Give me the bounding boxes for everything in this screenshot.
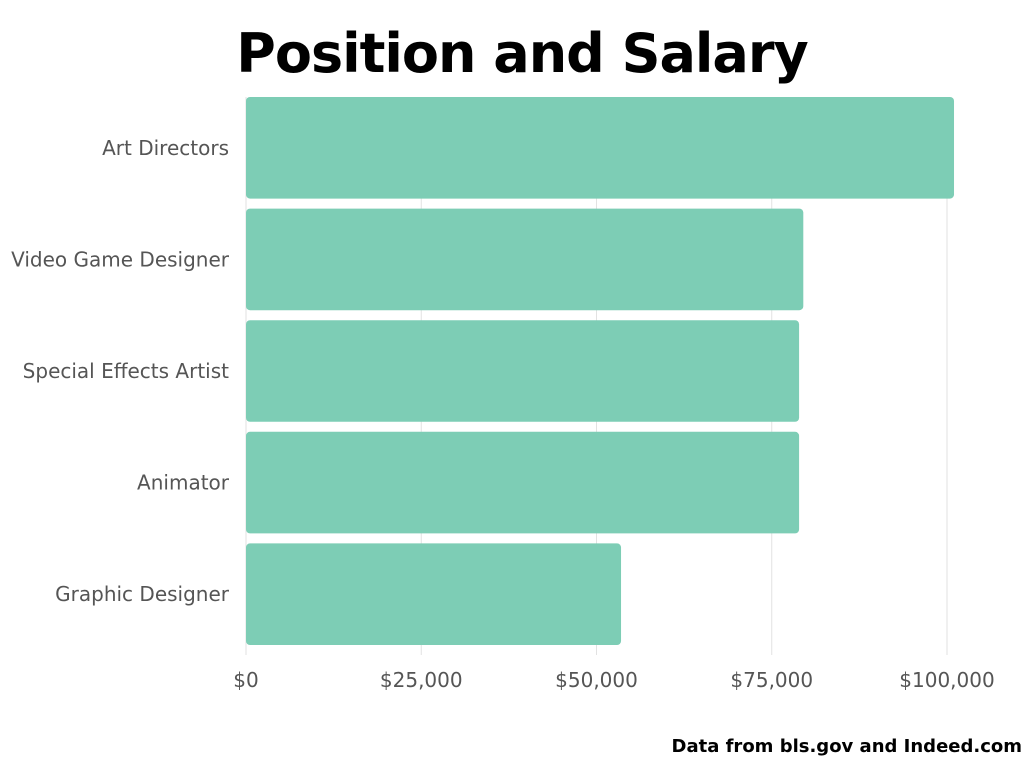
x-tick-label: $75,000 [730,668,813,692]
category-label: Animator [137,471,230,495]
source-note: Data from bls.gov and Indeed.com [671,736,1023,757]
category-label: Video Game Designer [11,247,230,271]
bar [246,208,804,311]
bar [246,97,955,199]
category-label: Art Directors [102,136,229,160]
x-axis-tick-labels: $0 $25,000 $50,000 $75,000 $100,000 [233,668,994,692]
category-labels: Art Directors Video Game Designer Special … [11,136,230,606]
category-label: Special Effects Artist [23,359,229,383]
category-label: Graphic Designer [55,582,230,606]
x-tick-label: $100,000 [899,668,994,692]
bar [246,431,800,534]
bar [246,543,622,645]
x-tick-label: $0 [233,668,258,692]
x-tick-label: $25,000 [380,668,463,692]
x-tick-label: $50,000 [555,668,638,692]
chart-title: Position and Salary [236,22,808,85]
bar [246,320,800,422]
bars [246,97,955,645]
